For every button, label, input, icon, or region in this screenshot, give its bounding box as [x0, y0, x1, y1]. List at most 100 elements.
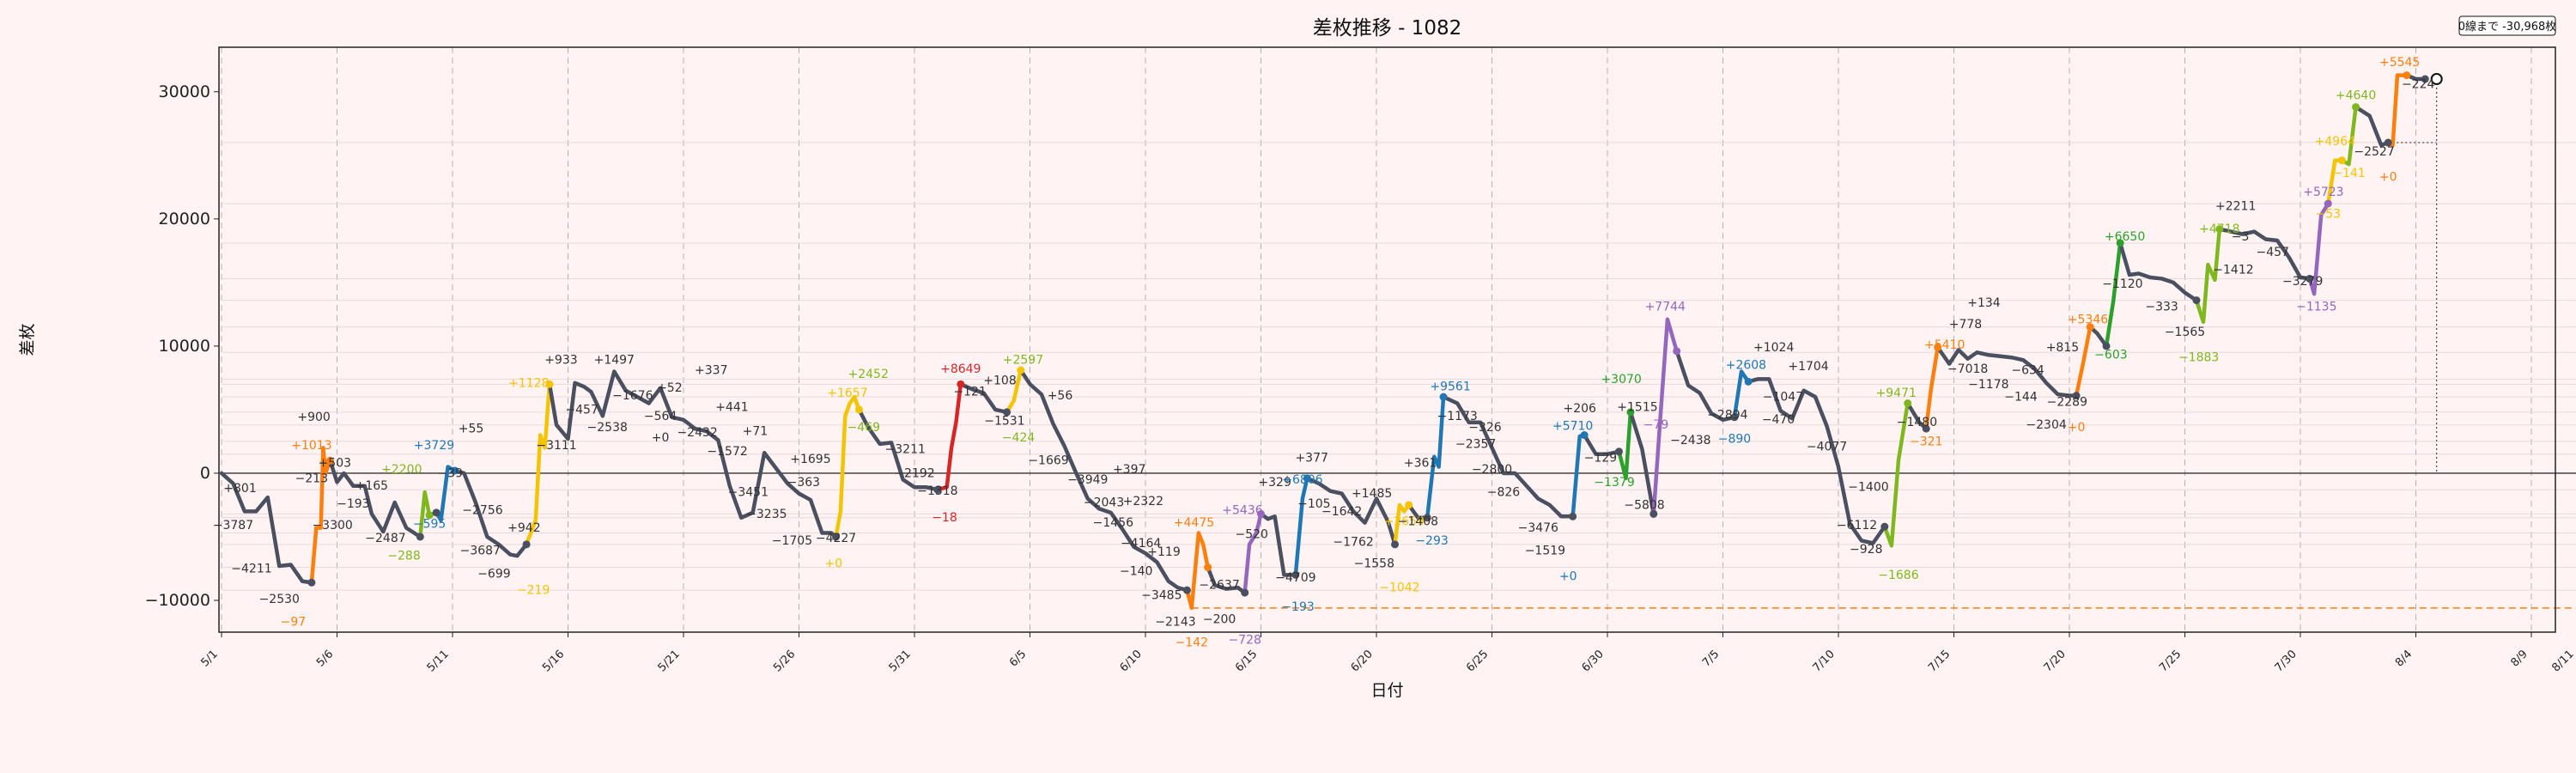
series-endpoint-marker: [1391, 540, 1400, 549]
data-label: −634: [2011, 363, 2044, 377]
series-line: [1005, 368, 1023, 415]
data-label: +2200: [381, 463, 422, 477]
series-line: [524, 382, 552, 547]
data-label: −2043: [1084, 496, 1124, 509]
plot-frame: [218, 46, 2556, 633]
series-endpoint-marker: [2337, 156, 2346, 165]
data-label: −3949: [1067, 473, 1108, 487]
series-endpoint-marker: [425, 511, 434, 520]
data-label: +5723: [2303, 186, 2343, 199]
y-axis-title: 差枚: [18, 323, 37, 356]
series-line: [328, 458, 422, 539]
data-label: +4475: [1174, 516, 1214, 530]
data-label: −219: [517, 584, 550, 598]
data-label: −1047: [1763, 391, 1803, 405]
data-label: +397: [1113, 463, 1145, 477]
data-label: +165: [355, 479, 388, 493]
data-label: +0: [2068, 421, 2086, 435]
data-label: −1412: [2213, 264, 2253, 277]
data-label: −2894: [1707, 408, 1747, 422]
data-label: −2756: [462, 503, 502, 517]
data-label: +3070: [1601, 373, 1641, 386]
data-label: −200: [1203, 613, 1236, 627]
x-axis-title: 日付: [1370, 681, 1403, 700]
data-label: +2597: [1003, 354, 1043, 368]
data-label: +815: [2046, 341, 2079, 355]
series-line: [958, 382, 1009, 415]
data-label: −1676: [612, 389, 653, 403]
data-label: +8649: [940, 362, 981, 376]
data-label: +3729: [414, 439, 454, 453]
data-label: −4211: [231, 562, 271, 575]
series-line: [1674, 349, 1737, 423]
y-tick-label: 0: [200, 464, 210, 483]
series-line: [418, 490, 432, 539]
series-endpoint-marker: [2086, 323, 2094, 332]
series-endpoint-marker: [307, 578, 316, 587]
data-label: −1519: [1525, 545, 1565, 558]
data-label: −6112: [1837, 519, 1877, 533]
series-line: [1305, 476, 1397, 547]
data-label: −1408: [1398, 515, 1438, 529]
series-line: [547, 369, 838, 539]
data-label: −4077: [1807, 440, 1847, 453]
data-label: +1128: [508, 376, 549, 390]
data-label: +52: [657, 381, 683, 395]
data-label: +9471: [1876, 386, 1917, 400]
data-label: +2211: [2215, 199, 2256, 213]
data-label: +1515: [1617, 400, 1657, 414]
data-label: −97: [281, 616, 307, 630]
data-label: +1024: [1753, 341, 1794, 355]
series-endpoint-marker: [1182, 586, 1191, 594]
data-label: +6806: [1282, 473, 1322, 487]
data-label: +361: [1404, 457, 1437, 471]
data-label: −129: [1584, 452, 1617, 466]
data-label: +2322: [1123, 495, 1163, 508]
series-line: [1206, 565, 1247, 595]
data-label: −469: [848, 421, 880, 435]
data-label: −2304: [2026, 418, 2066, 432]
series-line: [1582, 433, 1621, 456]
data-label: −2289: [2047, 395, 2087, 409]
series-line: [434, 465, 457, 522]
series-endpoint-marker: [2072, 392, 2081, 400]
data-label: −4164: [1121, 537, 1161, 551]
data-label: −457: [565, 403, 598, 417]
data-label: −564: [644, 410, 677, 423]
data-label: +1013: [291, 439, 331, 453]
series-line: [2074, 325, 2093, 398]
data-label: +206: [1563, 402, 1596, 416]
series-line: [1923, 345, 1940, 431]
data-label: +900: [297, 411, 330, 424]
series-line: [453, 468, 529, 558]
note-text: 0線まで -30,968枚: [2458, 20, 2557, 33]
series-endpoint-marker: [1017, 366, 1025, 374]
series-endpoint-marker: [1257, 509, 1265, 518]
data-label: −3300: [312, 519, 352, 533]
series-line: [935, 382, 963, 492]
data-label: +337: [695, 363, 727, 377]
data-label: −105: [1297, 497, 1330, 511]
series-line: [1746, 377, 1887, 545]
data-label: −1686: [1878, 569, 1918, 582]
series-line: [1259, 512, 1298, 577]
data-label: −2143: [1155, 616, 1195, 630]
data-label: +6650: [2105, 230, 2145, 244]
series-endpoint-marker: [1569, 512, 1577, 520]
series-endpoint-marker: [1649, 509, 1658, 518]
data-label: +441: [715, 400, 748, 414]
data-label: −121: [953, 386, 986, 399]
data-label: +5545: [2379, 56, 2420, 70]
data-label: −1762: [1333, 535, 1373, 549]
series-line: [2217, 227, 2312, 281]
series-line: [1935, 345, 2079, 398]
series-endpoint-marker: [416, 533, 424, 541]
data-label: −2800: [1472, 463, 1512, 477]
chart-title: 差枚推移 - 1082: [1313, 17, 1461, 40]
data-label: −193: [1281, 600, 1314, 614]
data-label: −3687: [460, 545, 501, 558]
data-label: +0: [1559, 569, 1577, 583]
series-endpoint-marker: [1439, 393, 1448, 401]
data-label: −7018: [1947, 362, 1988, 376]
